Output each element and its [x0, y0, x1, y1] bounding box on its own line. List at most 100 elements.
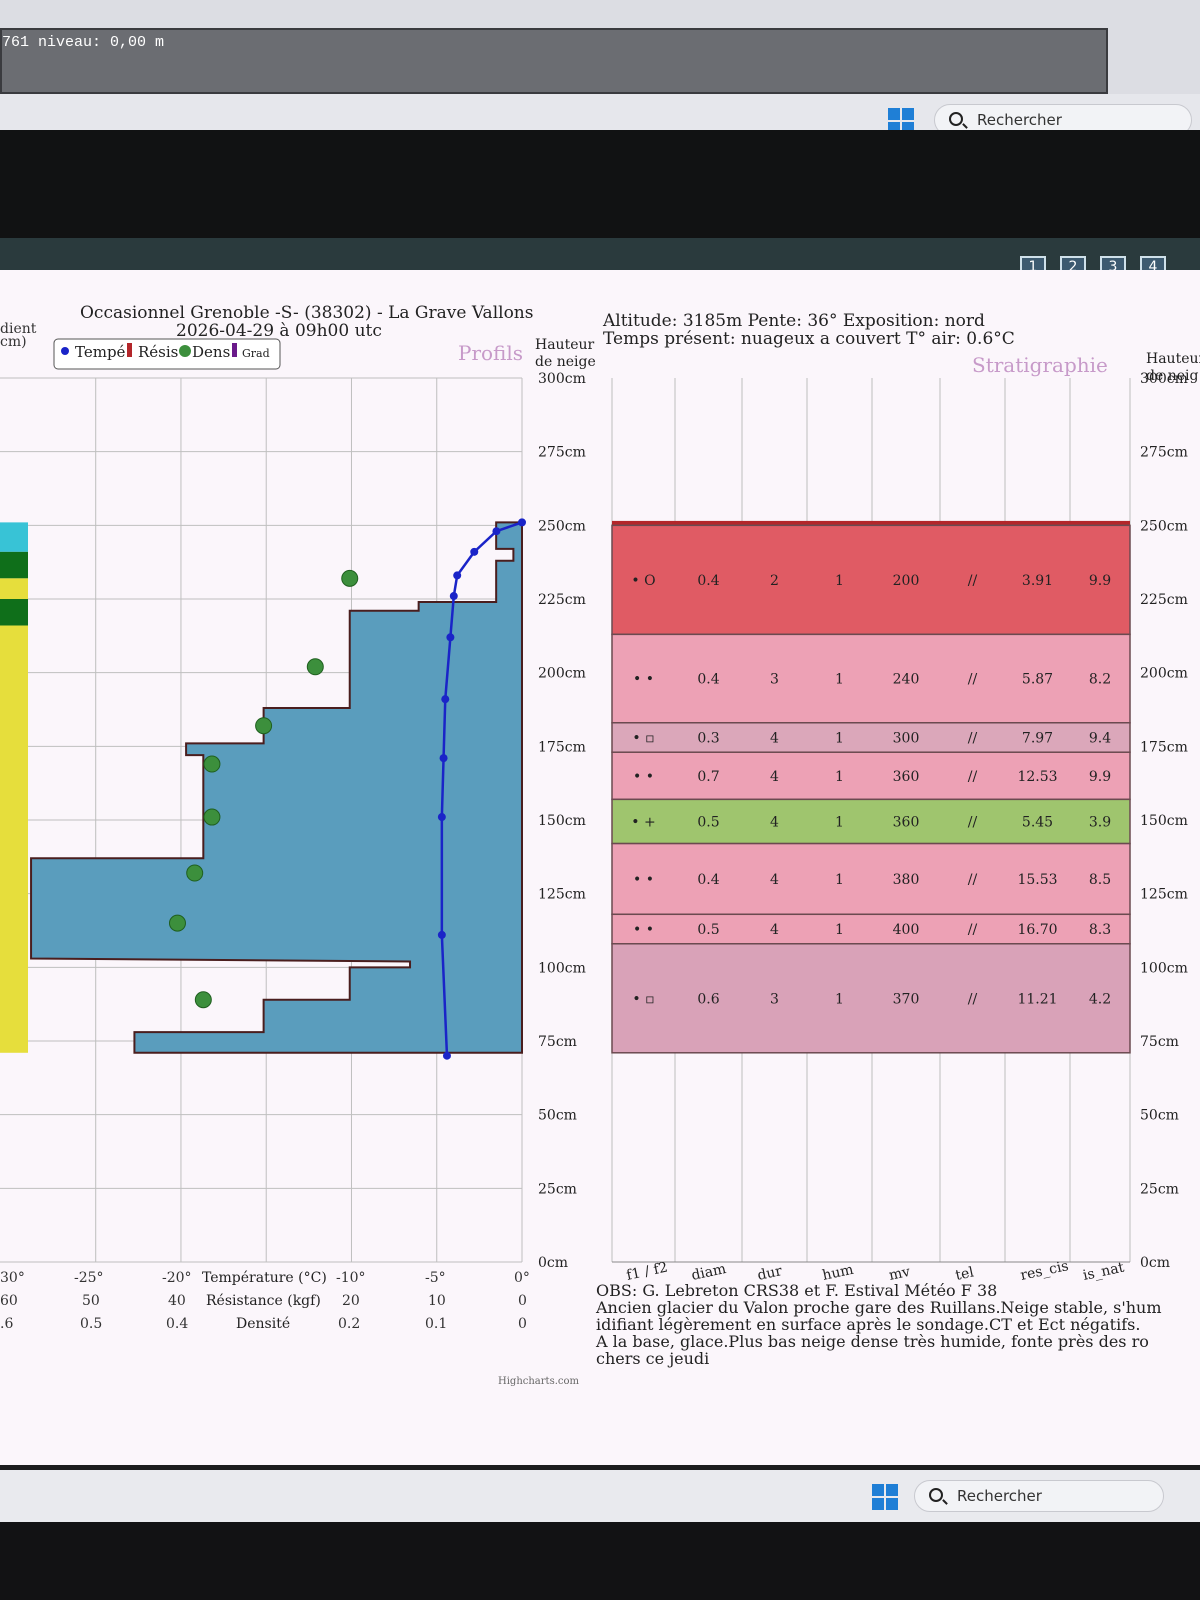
density-point — [194, 991, 212, 1009]
height-tick-label: 150cm — [1140, 813, 1188, 829]
height-tick-label: 200cm — [538, 666, 586, 682]
strat-cell-grain: • • — [633, 672, 654, 688]
strat-cell-tel: // — [968, 814, 978, 830]
strat-cell-grain: • ▫ — [632, 730, 654, 746]
height-tick-label: 200cm — [1140, 666, 1188, 682]
monitor-bezel — [0, 1522, 1200, 1600]
search-icon — [949, 112, 963, 126]
strat-cell-grain: • • — [633, 872, 654, 888]
dens-tick: 0.5 — [80, 1316, 102, 1332]
strat-cell-hum: 1 — [835, 730, 844, 746]
strat-cell-is_nat: 3.9 — [1089, 814, 1111, 830]
gradient-segment — [0, 599, 28, 626]
resistance-step-area — [30, 521, 523, 1054]
strat-cell-dur: 4 — [770, 814, 779, 830]
strat-cell-hum: 1 — [835, 872, 844, 888]
height-tick-label: 225cm — [538, 592, 586, 608]
grad-legend-marker — [232, 343, 237, 357]
temperature-point — [437, 813, 446, 822]
strat-cell-diam: 0.3 — [697, 730, 719, 746]
height-label-right-2: de neig — [1146, 368, 1198, 384]
density-points — [168, 569, 359, 1009]
observations: OBS: G. Lebreton CRS38 et F. Estival Mét… — [595, 1281, 1162, 1368]
height-tick-label: 175cm — [1140, 739, 1188, 755]
level-field[interactable]: 761 niveau: 0,00 m — [0, 28, 1108, 94]
res-tick: 10 — [428, 1293, 446, 1309]
height-tick-label: 250cm — [1140, 518, 1188, 534]
strat-cell-is_nat: 8.2 — [1089, 672, 1111, 688]
height-tick-label: 25cm — [538, 1181, 577, 1197]
strat-layer — [611, 633, 1131, 724]
height-tick-label: 75cm — [538, 1034, 577, 1050]
height-tick-label: 250cm — [538, 518, 586, 534]
obs-line-1: OBS: G. Lebreton CRS38 et F. Estival Mét… — [596, 1281, 997, 1300]
strat-cell-is_nat: 8.3 — [1089, 922, 1111, 938]
gradient-label: dient — [0, 321, 37, 337]
windows-start-icon[interactable] — [872, 1484, 898, 1510]
strat-cell-dur: 3 — [770, 991, 779, 1007]
legend-dens: Dens — [192, 343, 230, 361]
strat-cell-grain: • • — [633, 769, 654, 785]
station-title: Occasionnel Grenoble -S- (38302) - La Gr… — [80, 303, 533, 323]
height-tick-label: 0cm — [538, 1255, 568, 1271]
strat-cell-grain: • O — [631, 573, 655, 589]
screen-gap — [0, 130, 1200, 238]
strat-cell-hum: 1 — [835, 814, 844, 830]
strat-cell-mv: 300 — [893, 730, 920, 746]
temperature-point — [449, 592, 458, 601]
temp-tick: 0° — [514, 1270, 530, 1286]
temperature-point — [441, 695, 450, 704]
height-label-left-1: Hauteur — [535, 337, 595, 353]
strat-column-header: diam — [690, 1261, 728, 1284]
height-tick-label: 300cm — [538, 371, 586, 387]
strat-column-header: tel — [954, 1264, 976, 1284]
profiles-title: Profils — [458, 341, 523, 365]
strat-cell-tel: // — [968, 922, 978, 938]
gradient-segment — [0, 551, 28, 579]
strat-column-header: mv — [888, 1264, 912, 1284]
strat-cell-mv: 200 — [893, 573, 920, 589]
density-point — [255, 717, 273, 735]
temperature-point — [453, 571, 462, 580]
temperature-axis: 30° -25° -20° Température (°C) -10° -5° … — [0, 1270, 530, 1286]
search-label: Rechercher — [977, 111, 1062, 129]
strat-cell-tel: // — [968, 730, 978, 746]
highcharts-credit[interactable]: Highcharts.com — [498, 1376, 579, 1387]
resistance-area — [30, 521, 523, 1054]
strat-cell-tel: // — [968, 672, 978, 688]
strat-cell-diam: 0.4 — [697, 672, 719, 688]
strat-cell-dur: 2 — [770, 573, 779, 589]
strat-cell-mv: 370 — [893, 991, 920, 1007]
profile-chart-svg: Occasionnel Grenoble -S- (38302) - La Gr… — [0, 303, 1200, 1387]
height-tick-label: 300cm — [1140, 371, 1188, 387]
obs-line-3: idifiant légèrement en surface après le … — [596, 1315, 1140, 1334]
legend-res: Résis — [138, 343, 178, 361]
taskbar-search[interactable]: Rechercher — [914, 1480, 1164, 1512]
strat-cell-is_nat: 4.2 — [1089, 991, 1111, 1007]
temp-tick: -10° — [336, 1270, 366, 1286]
level-text: 761 niveau: 0,00 m — [2, 34, 165, 51]
strat-layer — [611, 524, 1131, 636]
strat-cell-diam: 0.4 — [697, 872, 719, 888]
gradient-segment — [0, 625, 28, 1053]
res-tick: 40 — [168, 1293, 186, 1309]
strat-cell-tel: // — [968, 769, 978, 785]
height-tick-label: 275cm — [1140, 445, 1188, 461]
temp-tick: -5° — [425, 1270, 446, 1286]
temp-axis-label: Température (°C) — [202, 1270, 327, 1286]
strat-cell-diam: 0.5 — [697, 814, 719, 830]
res-legend-marker — [127, 343, 132, 357]
strat-column-header: dur — [756, 1263, 784, 1284]
strat-cell-hum: 1 — [835, 922, 844, 938]
taskbar-bottom: Rechercher — [0, 1470, 1200, 1522]
strat-cell-diam: 0.5 — [697, 922, 719, 938]
profile-legend[interactable]: Tempé Résis Dens Grad — [53, 338, 281, 370]
strat-cell-is_nat: 8.5 — [1089, 872, 1111, 888]
res-tick: 0 — [518, 1293, 527, 1309]
strat-cell-tel: // — [968, 991, 978, 1007]
altitude-info: Altitude: 3185m Pente: 36° Exposition: n… — [602, 311, 985, 331]
density-point — [306, 658, 324, 676]
temp-tick: -20° — [162, 1270, 192, 1286]
strat-cell-dur: 4 — [770, 730, 779, 746]
gradient-segment — [0, 578, 28, 599]
